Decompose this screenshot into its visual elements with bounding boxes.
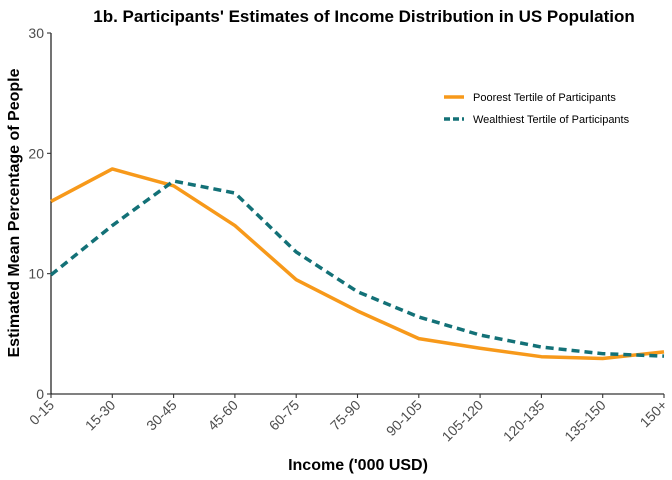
- x-tick-label: 60-75: [266, 397, 303, 434]
- plot-area: 0 10 20 30 0-15 15-30 30-45 45-60 60-75 75-90 90-1…: [26, 25, 670, 444]
- y-tick-label: 20: [28, 145, 44, 161]
- x-tick-label: 120-135: [500, 397, 548, 445]
- x-tick-label: 90-105: [383, 397, 425, 439]
- x-tick-label: 45-60: [204, 397, 241, 434]
- chart-title: 1b. Participants' Estimates of Income Di…: [93, 7, 635, 26]
- x-tick-label: 15-30: [82, 397, 119, 434]
- x-tick-label: 30-45: [143, 397, 180, 434]
- y-axis-title: Estimated Mean Percentage of People: [6, 68, 23, 357]
- x-tick-label: 0-15: [26, 397, 57, 428]
- y-tick-label: 30: [28, 25, 44, 41]
- x-axis-title: Income ('000 USD): [288, 457, 428, 474]
- x-tick-label: 75-90: [327, 397, 364, 434]
- series-line-poorest: [50, 167, 665, 361]
- y-tick-label: 0: [36, 386, 44, 402]
- legend: Poorest Tertile of Participants Wealthies…: [444, 92, 630, 126]
- legend-label-wealthiest: Wealthiest Tertile of Participants: [473, 114, 630, 126]
- x-tick-label: 135-150: [561, 397, 609, 445]
- x-tick-label: 105-120: [439, 397, 487, 445]
- series-line-wealthiest: [49, 179, 665, 358]
- y-tick-label: 10: [28, 266, 44, 282]
- legend-label-poorest: Poorest Tertile of Participants: [473, 92, 616, 104]
- x-tick-label: 150+: [637, 397, 671, 431]
